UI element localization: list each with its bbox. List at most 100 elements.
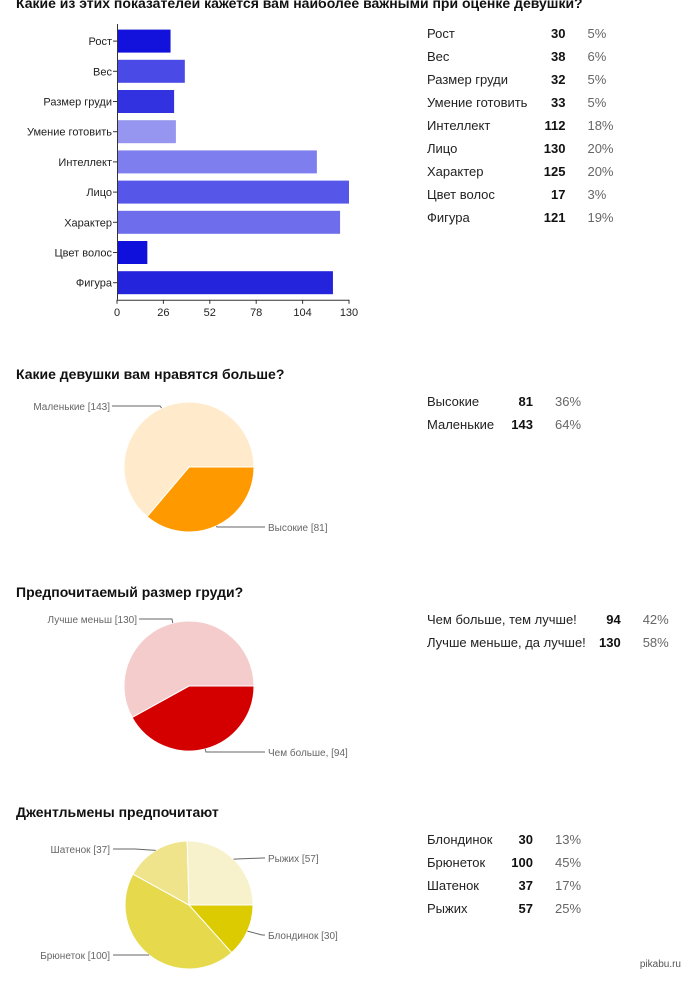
stats-label: Шатенок	[427, 874, 505, 897]
question-title: Какие девушки вам нравятся больше?	[16, 366, 284, 382]
question-title: Джентльмены предпочитают	[16, 804, 219, 820]
category-label: Размер груди	[43, 97, 112, 109]
x-tick-label: 78	[250, 307, 262, 319]
stats-count: 100	[505, 851, 533, 874]
stats-percent: 18%	[565, 114, 637, 137]
slice-label: Лучше меньш [130]	[48, 615, 138, 626]
stats-count: 81	[505, 390, 533, 413]
leader-line	[139, 619, 173, 623]
question-title: Предпочитаемый размер груди?	[16, 584, 243, 600]
question-section-1: Какие из этих показателей кажется вам на…	[0, 0, 685, 340]
slice-label: Шатенок [37]	[51, 845, 111, 856]
x-tick-label: 130	[340, 307, 358, 319]
category-label: Характер	[64, 217, 112, 229]
stats-label: Умение готовить	[427, 91, 527, 114]
stats-label: Вес	[427, 45, 527, 68]
bar	[117, 271, 333, 294]
bar	[117, 150, 317, 173]
stats-label: Цвет волос	[427, 183, 527, 206]
leader-line	[112, 406, 162, 408]
slice-label: Маленькие [143]	[33, 402, 110, 413]
category-label: Фигура	[76, 278, 113, 290]
slice-label: Рыжих [57]	[268, 854, 319, 865]
question-section-3: Предпочитаемый размер груди? Чем больше,…	[0, 582, 685, 782]
stats-label: Рыжих	[427, 897, 505, 920]
x-tick-label: 104	[293, 307, 311, 319]
leader-line	[113, 849, 156, 850]
slice-label: Высокие [81]	[268, 523, 328, 534]
bar	[117, 211, 340, 234]
stats-percent: 20%	[565, 160, 637, 183]
stats-count: 125	[527, 160, 565, 183]
stats-count: 37	[505, 874, 533, 897]
question-section-4: Джентльмены предпочитают Блондинок [30] Б…	[0, 800, 685, 973]
stats-percent: 5%	[565, 68, 637, 91]
bar	[117, 181, 349, 204]
question-title: Какие из этих показателей кажется вам на…	[16, 0, 583, 11]
stats-count: 112	[527, 114, 565, 137]
slice-label: Блондинок [30]	[268, 931, 338, 942]
stats-percent: 20%	[565, 137, 637, 160]
leader-line	[234, 858, 265, 859]
pie-slice	[187, 841, 253, 905]
stats-label: Блондинок	[427, 828, 505, 851]
watermark: pikabu.ru	[640, 959, 681, 970]
category-label: Цвет волос	[55, 248, 113, 260]
x-tick-label: 26	[157, 307, 169, 319]
slice-label: Брюнеток [100]	[40, 951, 110, 962]
leader-line	[216, 526, 265, 527]
stats-count: 33	[527, 91, 565, 114]
stats-label: Интеллект	[427, 114, 527, 137]
category-label: Интеллект	[58, 157, 112, 169]
stats-percent: 64%	[533, 413, 605, 436]
stats-percent: 19%	[565, 206, 637, 229]
category-label: Лицо	[86, 187, 112, 199]
stats-count: 57	[505, 897, 533, 920]
stats-percent: 42%	[621, 608, 685, 631]
bar	[117, 120, 176, 143]
stats-percent: 3%	[565, 183, 637, 206]
category-label: Рост	[88, 36, 112, 48]
slice-label: Чем больше, [94]	[268, 747, 348, 759]
x-tick-label: 52	[204, 307, 216, 319]
stats-label: Маленькие	[427, 413, 505, 436]
stats-label: Рост	[427, 22, 527, 45]
question-section-2: Какие девушки вам нравятся больше? Высок…	[0, 362, 685, 572]
stats-percent: 5%	[565, 22, 637, 45]
stats-count: 30	[527, 22, 565, 45]
stats-count: 38	[527, 45, 565, 68]
stats-count: 130	[527, 137, 565, 160]
stats-label: Высокие	[427, 390, 505, 413]
pie-chart: Высокие [81] Маленькие [143]	[0, 387, 400, 577]
stats-percent: 45%	[533, 851, 605, 874]
bar	[117, 60, 185, 83]
stats-percent: 25%	[533, 897, 605, 920]
stats-percent: 5%	[565, 91, 637, 114]
x-tick-label: 0	[114, 307, 120, 319]
stats-percent: 6%	[565, 45, 637, 68]
stats-label: Лучше меньше, да лучше!	[427, 631, 593, 654]
category-label: Вес	[93, 66, 112, 78]
stats-label: Брюнеток	[427, 851, 505, 874]
stats-count: 94	[593, 608, 620, 631]
leader-line	[205, 749, 265, 752]
bar	[117, 90, 174, 113]
